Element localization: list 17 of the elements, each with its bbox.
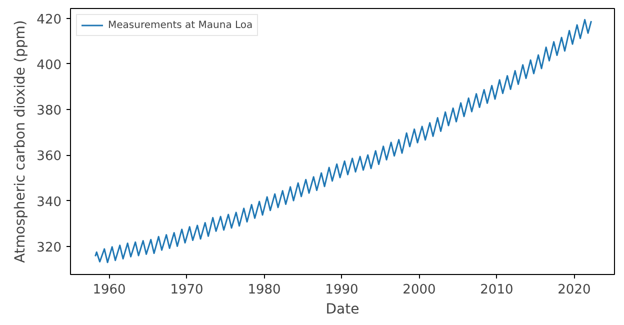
x-tick-label: 1960 (92, 282, 126, 298)
x-axis-title: Date (326, 302, 360, 318)
y-tick-label: 400 (36, 58, 62, 73)
x-tick-label: 1970 (170, 282, 204, 298)
y-axis-title: Atmospheric carbon dioxide (ppm) (12, 20, 29, 263)
y-tick-label: 340 (36, 194, 62, 210)
line-series (94, 18, 592, 264)
legend-label: Measurements at Mauna Loa (108, 19, 253, 31)
x-tick-label: 2000 (402, 282, 436, 298)
x-tick-label: 2020 (558, 282, 591, 298)
y-tick-label: 360 (36, 149, 62, 164)
y-tick-label: 320 (36, 240, 62, 256)
y-tick-label: 420 (36, 12, 62, 28)
x-tick-label: 1990 (325, 282, 358, 298)
x-tick-label: 2010 (480, 282, 514, 298)
x-tick-label: 1980 (248, 282, 281, 298)
y-tick-label: 380 (36, 104, 62, 119)
